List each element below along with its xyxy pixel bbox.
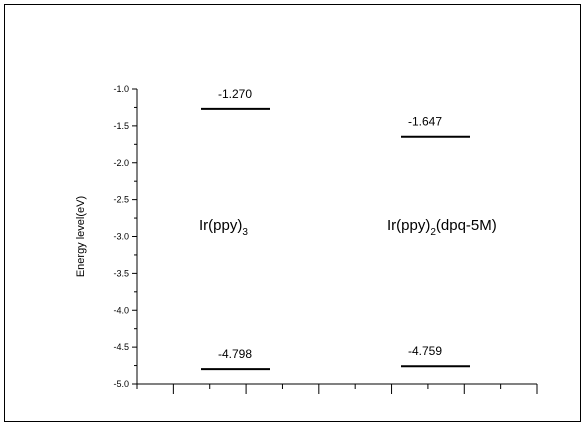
energy-level-label: -1.270 [218, 87, 252, 101]
compound-label-tail: (dpq-5M) [436, 217, 497, 234]
y-tick-label: -2.0 [113, 158, 129, 168]
energy-level-label: -4.759 [408, 344, 442, 358]
y-axis-title: Energy level(eV) [75, 196, 87, 277]
y-tick-label: -1.0 [113, 84, 129, 94]
compound-label-subscript: 3 [242, 227, 248, 238]
y-tick-label: -3.5 [113, 268, 129, 278]
compound-label: Ir(ppy)3 [199, 217, 248, 238]
figure-frame [4, 4, 581, 422]
compound-labels: Ir(ppy)3 Ir(ppy)2(dpq-5M) [199, 217, 497, 238]
y-tick-label: -4.5 [113, 342, 129, 352]
y-tick-label: -5.0 [113, 379, 129, 389]
compound-label: Ir(ppy)2(dpq-5M) [387, 217, 497, 238]
y-tick-label: -4.0 [113, 305, 129, 315]
compound-label-base: Ir(ppy) [199, 217, 242, 234]
energy-levels: -1.270 -4.798 -1.647 -4.759 [201, 87, 470, 371]
y-tick-label: -3.0 [113, 232, 129, 242]
energy-level-label: -4.798 [218, 347, 252, 361]
y-axis: -1.0 -1.5 -2.0 -2.5 -3.0 -3.5 -4.0 -4.5 -5.0 [113, 84, 138, 389]
y-tick-label: -2.5 [113, 195, 129, 205]
energy-level-label: -1.647 [408, 115, 442, 129]
compound-label-subscript: 2 [430, 227, 436, 238]
x-axis [136, 383, 538, 394]
compound-label-base: Ir(ppy) [387, 217, 430, 234]
y-tick-label: -1.5 [113, 121, 129, 131]
